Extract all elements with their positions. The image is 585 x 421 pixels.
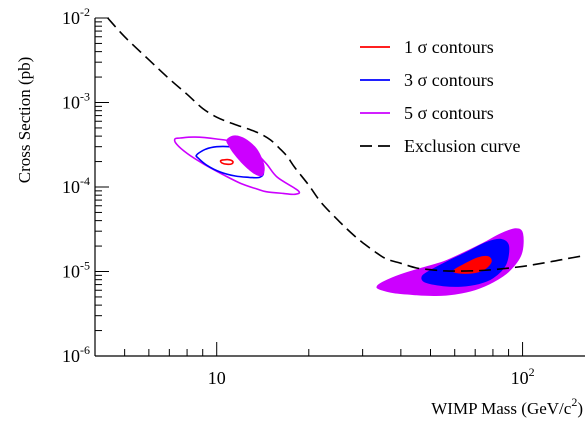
legend-item: 3 σ contours [360, 70, 494, 90]
y-tick-exp: -5 [80, 259, 90, 273]
x-tick-label: 102 [511, 365, 535, 388]
axis-layer: 10-610-510-410-310-210 102 [62, 5, 585, 388]
legend-item: Exclusion curve [360, 136, 520, 156]
x-tick-exp: 2 [529, 365, 535, 379]
legend-label: 1 σ contours [404, 37, 494, 57]
curve-layer [107, 17, 585, 272]
legend-label: Exclusion curve [404, 136, 520, 156]
x-tick-label: 10 [208, 368, 226, 388]
y-tick-base: 10 [62, 93, 80, 113]
legend: 1 σ contours 3 σ contours 5 σ contours Excl… [360, 37, 520, 156]
y-tick-exp: -2 [80, 5, 90, 19]
y-tick-label: 10-2 [62, 5, 90, 28]
x-tick-base: 10 [208, 368, 226, 388]
legend-item: 5 σ contours [360, 103, 494, 123]
contour-1sigma-high-mass [453, 255, 492, 274]
y-tick-label: 10-5 [62, 259, 90, 282]
y-tick-exp: -3 [80, 90, 90, 104]
exclusion-curve [107, 17, 585, 272]
x-tick-base: 10 [511, 368, 529, 388]
contour-1sigma-low-mass-outline [219, 158, 234, 166]
y-axis-title: Cross Section (pb) [15, 57, 34, 184]
y-tick-label: 10-6 [62, 343, 90, 366]
x-axis-title: WIMP Mass (GeV/c2) [431, 395, 583, 418]
contour-5sigma-low-mass-outline [173, 136, 301, 196]
y-tick-exp: -4 [80, 174, 90, 188]
contour-5sigma-low-mass-filled [226, 135, 265, 177]
y-tick-base: 10 [62, 8, 80, 28]
legend-label: 3 σ contours [404, 70, 494, 90]
contour-layer [173, 135, 524, 297]
y-tick-label: 10-4 [62, 174, 90, 197]
y-tick-base: 10 [62, 346, 80, 366]
y-tick-label: 10-3 [62, 90, 90, 113]
y-tick-exp: -6 [80, 343, 90, 357]
legend-label: 5 σ contours [404, 103, 494, 123]
y-tick-base: 10 [62, 262, 80, 282]
x-axis-title-sup: 2 [571, 395, 577, 409]
legend-item: 1 σ contours [360, 37, 494, 57]
y-tick-base: 10 [62, 177, 80, 197]
x-axis-title-main: WIMP Mass (GeV/c [431, 399, 572, 418]
x-axis-title-close: ) [577, 399, 583, 418]
